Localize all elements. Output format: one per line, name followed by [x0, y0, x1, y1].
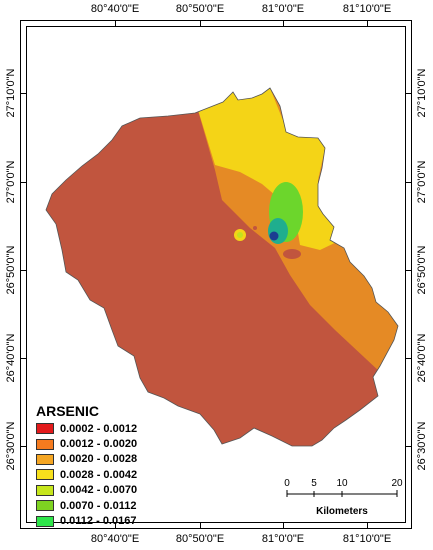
district-outline	[45, 87, 399, 447]
legend-item: 0.0002 - 0.0012	[36, 421, 137, 436]
tick-right-4	[406, 358, 412, 359]
lon-label-top-4: 81°10'0"E	[342, 3, 392, 15]
zone-brown-patch	[283, 249, 301, 259]
zone-darkblue	[269, 231, 279, 241]
legend-swatch	[36, 515, 54, 527]
legend: ARSENIC 0.0002 - 0.0012 0.0012 - 0.0020 …	[36, 403, 137, 529]
zone-brown-dot-2	[261, 240, 265, 244]
legend-label: 0.0020 - 0.0028	[60, 453, 138, 466]
zone-brown-dot-3	[242, 225, 246, 229]
tick-bottom-3	[283, 523, 284, 529]
zone-lime-dot	[237, 232, 243, 238]
legend-item: 0.0012 - 0.0020	[36, 436, 137, 451]
lon-label-bottom-4: 81°10'0"E	[342, 533, 392, 545]
tick-left-3	[20, 270, 26, 271]
zone-brown-dot-1	[253, 226, 257, 230]
legend-swatch	[36, 423, 54, 435]
legend-item: 0.0070 - 0.0112	[36, 498, 137, 513]
tick-right-3	[406, 270, 412, 271]
scalebar-unit: Kilometers	[316, 506, 368, 517]
legend-label: 0.0028 - 0.0042	[60, 468, 138, 481]
legend-label: 0.0012 - 0.0020	[60, 438, 138, 451]
legend-item: 0.0042 - 0.0070	[36, 483, 137, 498]
tick-right-1	[406, 93, 412, 94]
lon-label-top-3: 81°0'0"E	[261, 3, 305, 15]
tick-left-2	[20, 182, 26, 183]
tick-left-5	[20, 446, 26, 447]
legend-swatch	[36, 438, 54, 450]
tick-top-4	[367, 20, 368, 26]
legend-item: 0.0020 - 0.0028	[36, 452, 137, 467]
scalebar-label-20: 20	[391, 478, 403, 489]
tick-top-2	[200, 20, 201, 26]
tick-top-3	[283, 20, 284, 26]
tick-left-4	[20, 358, 26, 359]
lon-label-bottom-1: 80°40'0"E	[90, 533, 140, 545]
scalebar-label-5: 5	[311, 478, 317, 489]
legend-label: 0.0112 - 0.0167	[60, 515, 137, 528]
legend-swatch	[36, 484, 54, 496]
legend-swatch	[36, 500, 54, 512]
legend-label: 0.0002 - 0.0012	[60, 422, 138, 435]
tick-bottom-4	[367, 523, 368, 529]
legend-label: 0.0070 - 0.0112	[60, 499, 137, 512]
legend-swatch	[36, 453, 54, 465]
legend-label: 0.0042 - 0.0070	[60, 484, 138, 497]
lon-label-bottom-2: 80°50'0"E	[175, 533, 225, 545]
lon-label-top-2: 80°50'0"E	[175, 3, 225, 15]
tick-right-5	[406, 446, 412, 447]
zone-yellow	[195, 88, 345, 250]
zone-teal	[268, 218, 288, 244]
tick-bottom-2	[200, 523, 201, 529]
legend-item: 0.0028 - 0.0042	[36, 467, 137, 482]
legend-title: ARSENIC	[36, 403, 100, 419]
tick-top-1	[115, 20, 116, 26]
scalebar-label-10: 10	[336, 478, 348, 489]
legend-swatch	[36, 469, 54, 481]
legend-item: 0.0112 - 0.0167	[36, 513, 137, 528]
tick-left-1	[20, 93, 26, 94]
tick-bottom-1	[115, 523, 116, 529]
lon-label-top-1: 80°40'0"E	[90, 3, 140, 15]
scalebar-label-0: 0	[284, 478, 290, 489]
map-outer-frame	[20, 20, 412, 529]
tick-right-2	[406, 182, 412, 183]
lon-label-bottom-3: 81°0'0"E	[261, 533, 305, 545]
